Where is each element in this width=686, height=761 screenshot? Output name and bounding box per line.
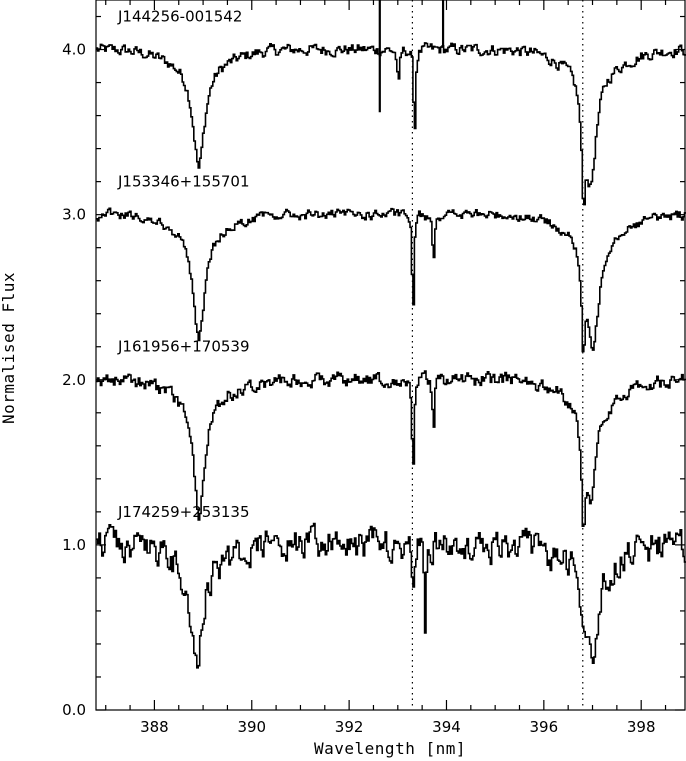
spectra-lines [96,0,686,669]
spectrum-label: J174259+253135 [117,503,250,521]
x-tick-label: 396 [530,718,559,736]
x-tick-label: 392 [335,718,364,736]
x-tick-label: 390 [237,718,266,736]
y-axis-title: Normalised Flux [0,272,18,424]
x-axis-title: Wavelength [nm] [314,739,466,758]
x-tick-label: 388 [140,718,169,736]
y-tick-label: 2.0 [62,371,86,389]
axis-ticks [96,0,685,711]
x-tick-label: 398 [627,718,656,736]
reference-lines [411,0,584,710]
spectrum-line [96,42,686,206]
spectrum-label: J153346+155701 [117,173,250,191]
spectrum-line [96,370,686,527]
spectrum-label: J161956+170539 [117,338,250,356]
y-tick-label: 1.0 [62,536,86,554]
y-tick-label: 4.0 [62,41,86,59]
y-tick-label: 0.0 [62,701,86,719]
spectrum-label: J144256-001542 [117,8,242,26]
spectrum-labels: J144256-001542 J153346+155701 J161956+1705… [117,8,250,521]
plot-frame [95,0,686,711]
spectrum-line [96,207,686,353]
tick-labels: 388 390 392 394 396 398 0.0 1.0 2.0 3.0 4.0 [62,41,655,736]
spectrum-line [96,522,686,669]
x-tick-label: 394 [432,718,461,736]
y-tick-label: 3.0 [62,206,86,224]
